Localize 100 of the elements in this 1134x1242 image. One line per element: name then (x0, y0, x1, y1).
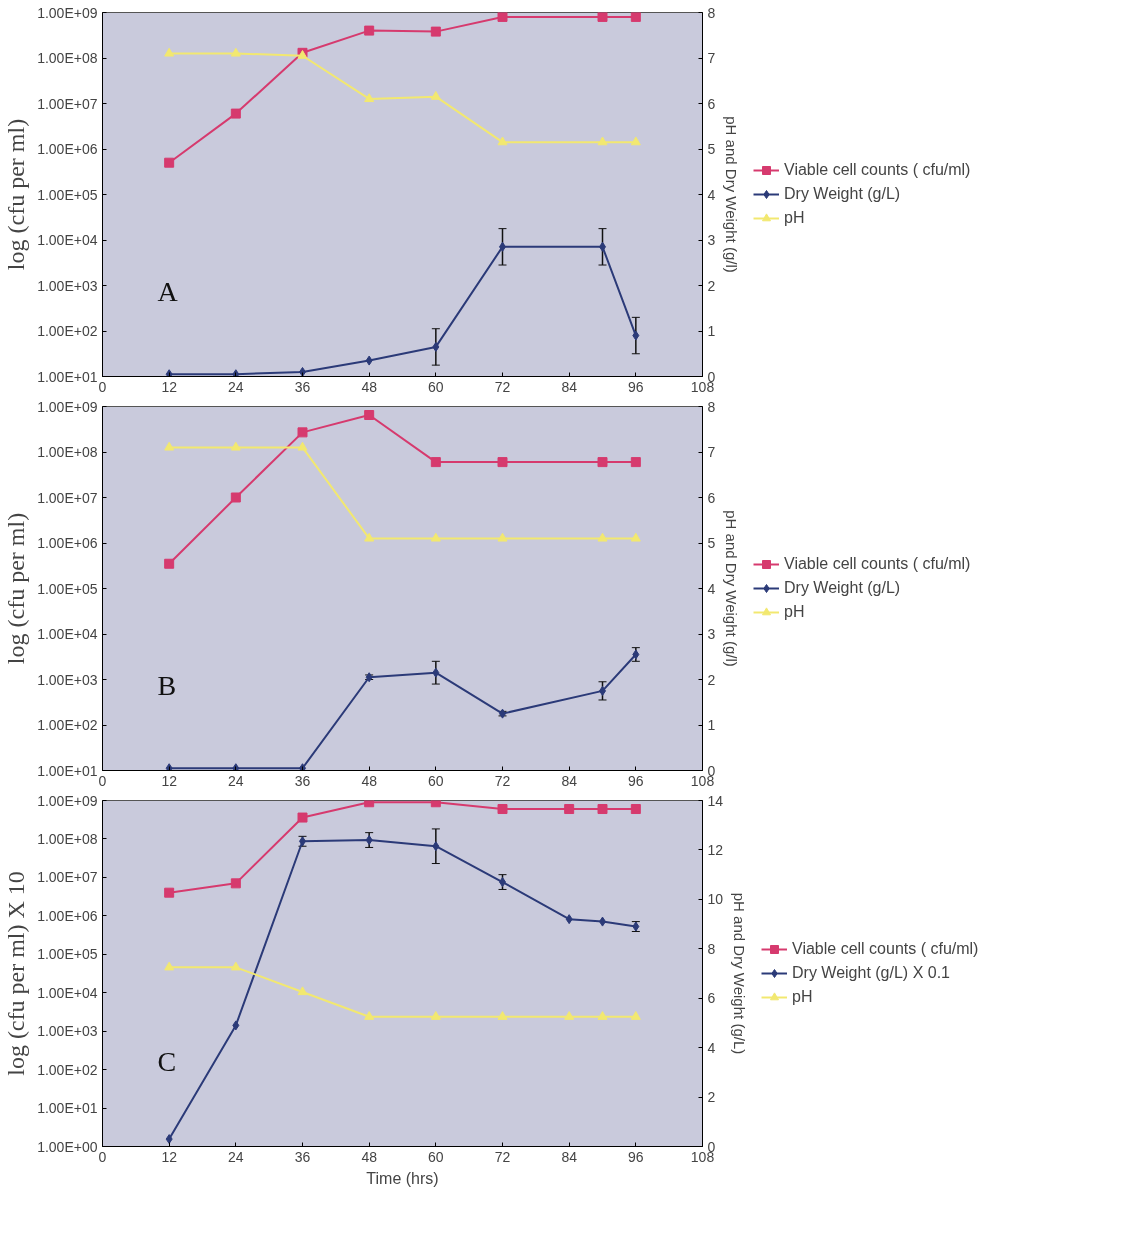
x-tick-label: 0 (98, 772, 107, 789)
y-tick-label: 1.00E+01 (37, 1100, 98, 1117)
y-tick-label: 1.00E+09 (37, 4, 98, 21)
point (564, 804, 575, 815)
y-tick-label: 1.00E+07 (37, 95, 98, 112)
y-tick-label: 1.00E+03 (37, 277, 98, 294)
x-tick-label: 24 (228, 378, 244, 395)
y2-tick-label: 4 (707, 186, 716, 203)
y2-tick-label: 1 (707, 717, 716, 733)
x-tick-label: 36 (294, 1148, 311, 1165)
y2-tick-label: 5 (707, 141, 716, 157)
y-tick-label: 1.00E+09 (37, 792, 98, 809)
y-tick-label: 1.00E+08 (37, 830, 98, 847)
x-tick-label: 24 (228, 1148, 244, 1165)
y2-tick-label: 5 (707, 535, 716, 551)
y-axis-title: log (cfu per ml) X 10 (3, 871, 30, 1076)
legend-label: pH (792, 988, 813, 1006)
legend-label: pH (784, 603, 805, 621)
y2-tick-label: 2 (707, 671, 716, 688)
y2-tick-label: 1 (707, 323, 716, 339)
x-tick-label: 60 (428, 378, 444, 395)
annotation: C (157, 1045, 177, 1077)
y2-tick-label: 8 (707, 4, 716, 21)
annotation: B (157, 669, 177, 701)
x-tick-label: 24 (228, 772, 244, 789)
y2-axis-title: pH and Dry Weight (g/l) (723, 116, 741, 273)
point (430, 800, 441, 808)
point (230, 878, 241, 889)
point (430, 457, 441, 468)
point (230, 492, 241, 503)
x-tick-label: 12 (161, 772, 178, 789)
point (497, 457, 508, 468)
point (497, 12, 508, 22)
x-tick-label: 60 (428, 1148, 444, 1165)
y-tick-label: 1.00E+06 (37, 535, 98, 551)
y-tick-label: 1.00E+02 (37, 717, 98, 733)
legend-label: pH (784, 209, 805, 227)
y-tick-label: 1.00E+07 (37, 869, 98, 886)
legend-label: Dry Weight (g/L) X 0.1 (792, 964, 950, 982)
y2-tick-label: 6 (707, 990, 716, 1007)
legend-label: Viable cell counts ( cfu/ml) (792, 940, 979, 958)
x-tick-label: 72 (494, 772, 511, 789)
x-tick-label: 96 (628, 772, 644, 789)
x-tick-label: 0 (98, 378, 107, 395)
point (164, 157, 175, 168)
y2-tick-label: 2 (707, 1089, 716, 1106)
y-tick-label: 1.00E+05 (37, 186, 98, 203)
point (430, 26, 441, 37)
point (364, 800, 375, 808)
point (164, 558, 175, 569)
y2-tick-label: 8 (707, 398, 716, 415)
x-axis-title: Time (hrs) (366, 1169, 439, 1187)
point (364, 410, 375, 421)
y2-tick-label: 6 (707, 489, 716, 506)
x-tick-label: 48 (361, 772, 378, 789)
y2-tick-label: 12 (707, 841, 724, 858)
x-tick-label: 96 (628, 1148, 644, 1165)
x-tick-label: 36 (294, 772, 311, 789)
y-tick-label: 1.00E+06 (37, 907, 98, 924)
y-tick-label: 1.00E+03 (37, 1023, 98, 1040)
x-tick-label: 72 (494, 1148, 511, 1165)
y2-axis-title: pH and Dry Weight (g/L) (731, 892, 749, 1055)
y-tick-label: 1.00E+04 (37, 626, 98, 642)
point (164, 887, 175, 898)
y2-tick-label: 6 (707, 95, 716, 112)
annotation: A (157, 275, 179, 307)
y2-tick-label: 4 (707, 1039, 716, 1056)
y-tick-label: 1.00E+01 (37, 762, 98, 779)
y-tick-label: 1.00E+00 (37, 1138, 98, 1155)
point (597, 12, 608, 22)
y-axis-title: log (cfu per ml) (3, 512, 30, 665)
y-tick-label: 1.00E+02 (37, 323, 98, 339)
point (297, 427, 308, 438)
legend-label: Viable cell counts ( cfu/ml) (784, 161, 971, 179)
y-tick-label: 1.00E+05 (37, 580, 98, 597)
y-tick-label: 1.00E+06 (37, 141, 98, 157)
y2-tick-label: 10 (707, 891, 724, 908)
y-tick-label: 1.00E+08 (37, 444, 98, 460)
point (230, 108, 241, 119)
x-tick-label: 48 (361, 378, 378, 395)
legend-label: Dry Weight (g/L) (784, 185, 901, 203)
y-axis-title: log (cfu per ml) (3, 118, 30, 271)
legend-label: Viable cell counts ( cfu/ml) (784, 555, 971, 573)
x-tick-label: 84 (561, 772, 578, 789)
x-tick-label: 12 (161, 1148, 178, 1165)
y-tick-label: 1.00E+04 (37, 232, 98, 248)
y2-tick-label: 3 (707, 232, 716, 248)
point (630, 12, 641, 22)
x-tick-label: 96 (628, 378, 644, 395)
y2-tick-label: 14 (707, 792, 724, 809)
point (597, 457, 608, 468)
y-tick-label: 1.00E+03 (37, 671, 98, 688)
x-tick-label: 12 (161, 378, 178, 395)
y2-axis-title: pH and Dry Weight (g/l) (723, 510, 741, 667)
y-tick-label: 1.00E+02 (37, 1061, 98, 1078)
y-tick-label: 1.00E+01 (37, 368, 98, 385)
y2-tick-label: 7 (707, 50, 716, 66)
x-tick-label: 72 (494, 378, 511, 395)
point (630, 457, 641, 468)
x-tick-label: 60 (428, 772, 444, 789)
